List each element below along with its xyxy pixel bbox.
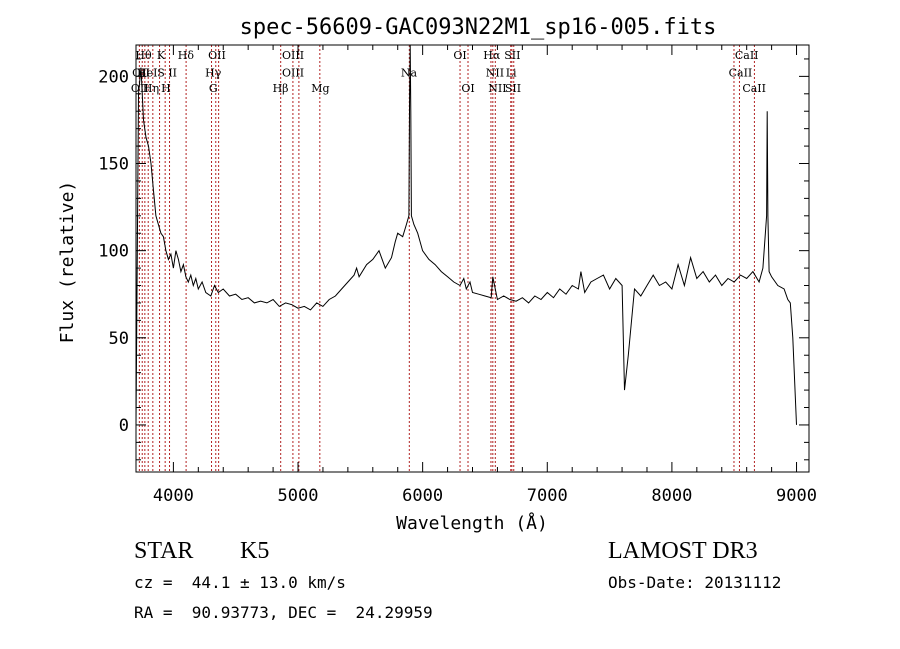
y-tick-label: 200 <box>98 67 129 87</box>
object-class: STAR <box>134 538 194 564</box>
line-label-0: Hθ <box>135 49 152 62</box>
chart-title: spec-56609-GAC093N22M1_sp16-005.fits <box>240 15 717 40</box>
survey-name: LAMOST DR3 <box>608 538 758 564</box>
line-label-13: OIII <box>282 66 304 79</box>
line-label-9: OII <box>132 66 150 79</box>
x-tick-label: 4000 <box>153 486 194 506</box>
line-label-22: Hβ <box>273 82 289 95</box>
line-label-19: Hη <box>143 82 159 95</box>
line-label-15: NII <box>486 66 504 79</box>
line-label-1: K <box>157 49 166 62</box>
line-label-17: CaII <box>729 66 753 79</box>
spectrum-chart: spec-56609-GAC093N22M1_sp16-005.fits Flu… <box>57 15 817 534</box>
line-label-23: Mg <box>311 82 329 95</box>
x-axis-label: Wavelength (Å) <box>396 512 548 534</box>
line-label-10: HeI <box>137 66 157 79</box>
line-label-7: SII <box>504 49 520 62</box>
line-label-3: OII <box>208 49 226 62</box>
y-tick-label: 100 <box>98 242 129 262</box>
line-label-6: Hα <box>483 49 501 62</box>
x-tick-label: 6000 <box>402 486 443 506</box>
line-label-14: Na <box>401 66 418 79</box>
y-tick-label: 0 <box>119 416 129 436</box>
y-tick-label: 150 <box>98 155 129 175</box>
line-label-18: OII <box>131 82 149 95</box>
line-label-5: OI <box>453 49 466 62</box>
series-spectrum <box>135 44 797 425</box>
line-label-21: G <box>209 82 218 95</box>
line-label-2: Hδ <box>178 49 195 62</box>
line-label-12: Hγ <box>205 66 222 79</box>
axis-ticks: 4000 5000 6000 7000 8000 9000 0 50 100 150 200 <box>98 45 817 506</box>
line-label-25: NII <box>488 82 506 95</box>
subclass: K5 <box>240 538 270 564</box>
x-tick-label: 8000 <box>651 486 692 506</box>
coordinates: RA = 90.93773, DEC = 24.29959 <box>134 603 433 622</box>
spectral-line-markers <box>138 45 755 472</box>
x-tick-label: 9000 <box>776 486 817 506</box>
redshift: cz = 44.1 ± 13.0 km/s <box>134 573 346 592</box>
line-label-27: CaII <box>742 82 766 95</box>
x-tick-label: 7000 <box>527 486 568 506</box>
line-label-4: OIII <box>282 49 304 62</box>
line-label-26: SII <box>505 82 521 95</box>
line-label-11: S II <box>157 66 177 79</box>
line-label-24: OI <box>461 82 474 95</box>
plot-frame <box>135 44 810 473</box>
x-tick-label: 5000 <box>278 486 319 506</box>
line-label-8: CaII <box>735 49 759 62</box>
y-axis-label: Flux (relative) <box>57 181 78 344</box>
line-label-20: H <box>161 82 171 95</box>
series-layer <box>135 44 797 425</box>
obs-date: Obs-Date: 20131112 <box>608 573 782 592</box>
y-tick-label: 50 <box>109 329 129 349</box>
line-label-16: Li <box>506 66 517 79</box>
